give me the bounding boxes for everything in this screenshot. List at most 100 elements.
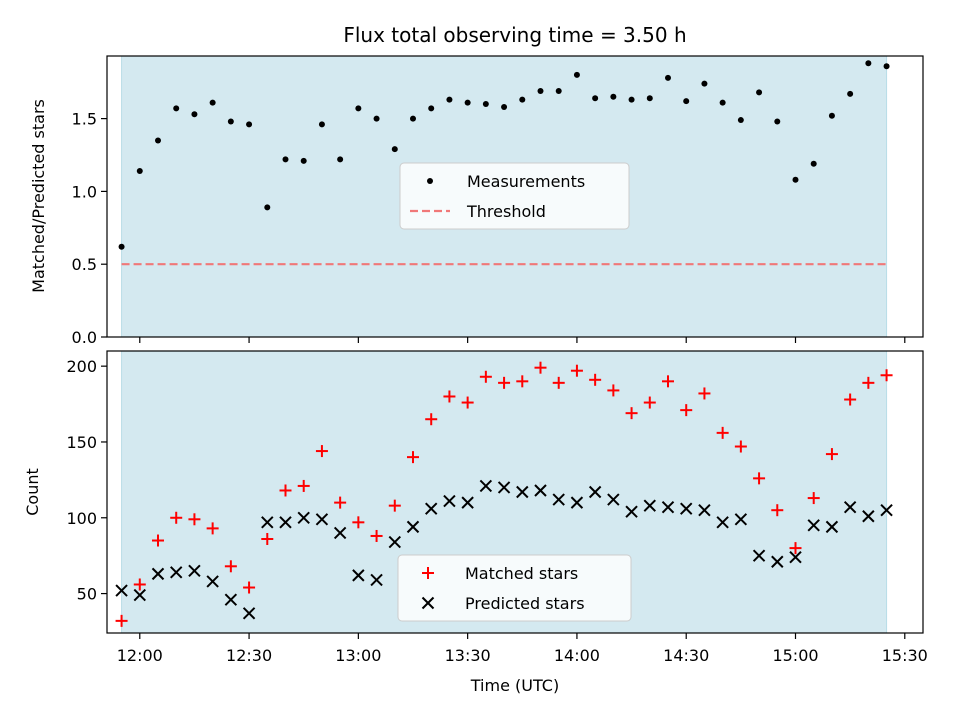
matched-star-marker	[479, 370, 492, 383]
measurement-point	[318, 121, 325, 128]
measurement-point	[501, 103, 508, 110]
predicted-star-marker	[643, 499, 656, 512]
matched-star-marker	[807, 492, 820, 505]
plot-frame	[106, 350, 924, 634]
matched-star-marker	[443, 390, 456, 403]
predicted-star-marker	[843, 500, 857, 514]
predicted-star-marker	[807, 519, 820, 532]
measurement-point	[610, 93, 617, 100]
y-tick-label: 150	[66, 433, 97, 452]
predicted-star-marker	[406, 520, 420, 534]
matched-star-marker	[643, 396, 656, 409]
matched-star-marker	[589, 373, 602, 386]
predicted-star-marker	[133, 588, 146, 602]
predicted-star-marker	[370, 573, 383, 587]
measurement-point	[155, 137, 161, 144]
predicted-star-marker	[880, 503, 893, 517]
matched-star-marker	[370, 529, 383, 542]
measurement-point	[191, 111, 198, 118]
predicted-star-marker	[461, 496, 474, 509]
measurement-point	[391, 146, 398, 153]
measurement-point	[810, 160, 817, 167]
measurement-point	[373, 115, 380, 122]
measurement-point	[428, 105, 435, 112]
y-tick-label: 1.0	[72, 182, 97, 201]
matched-star-marker	[753, 472, 766, 485]
measurement-point	[683, 98, 690, 105]
measurement-point	[592, 95, 599, 102]
predicted-star-marker	[862, 510, 875, 523]
x-tick-label: 13:30	[445, 646, 491, 665]
matched-star-marker	[206, 522, 219, 535]
y-tick-label: 50	[77, 585, 97, 604]
y-tick-label: 0.5	[72, 255, 97, 274]
matched-star-marker	[880, 369, 893, 382]
series-predicted-stars	[115, 479, 893, 620]
predicted-star-marker	[698, 503, 711, 517]
bottom-panel: 50 100 150 200 12:00 12:30 13:00 13:30 14:00 14:3…	[66, 350, 928, 665]
measurement-point	[118, 243, 125, 250]
series-measurements	[118, 60, 890, 250]
matched-star-marker	[224, 560, 237, 573]
measurement-point	[573, 71, 580, 78]
matched-star-marker	[188, 513, 201, 526]
predicted-star-marker	[479, 479, 493, 493]
measurement-point	[173, 105, 180, 112]
measurement-point	[555, 87, 562, 94]
x-tick-label: 13:00	[335, 646, 381, 665]
matched-star-marker	[625, 407, 638, 420]
legend-x-swatch	[421, 596, 435, 610]
measurement-point	[719, 99, 726, 106]
measurement-point	[136, 168, 143, 175]
matched-star-marker	[680, 404, 693, 417]
predicted-star-marker	[570, 496, 584, 509]
bottom-y-axis-label: Count	[23, 468, 42, 516]
measurement-point	[646, 95, 653, 102]
matched-star-marker	[315, 445, 328, 458]
matched-star-marker	[334, 496, 347, 509]
matched-star-marker	[133, 578, 146, 591]
predicted-star-marker	[170, 566, 183, 579]
measurement-point	[792, 176, 799, 183]
x-tick-label: 15:30	[882, 646, 928, 665]
predicted-star-marker	[588, 485, 602, 499]
legend-label: Matched stars	[465, 564, 578, 583]
predicted-star-marker	[716, 516, 729, 529]
legend-label: Threshold	[466, 202, 546, 221]
predicted-star-marker	[333, 526, 347, 540]
measurement-point	[264, 204, 271, 211]
measurement-point	[209, 99, 216, 106]
matched-star-marker	[425, 413, 438, 426]
predicted-star-marker	[352, 569, 365, 582]
matched-star-marker	[716, 426, 729, 439]
measurement-point	[828, 112, 835, 119]
matched-star-marker	[570, 364, 583, 377]
measurement-point	[519, 96, 526, 103]
measurement-point	[246, 121, 253, 128]
matched-star-marker	[844, 393, 857, 406]
matched-star-marker	[170, 511, 183, 524]
matched-star-marker	[698, 387, 711, 400]
measurement-point	[756, 89, 763, 96]
series-matched-stars	[115, 361, 893, 627]
legend-label: Predicted stars	[465, 594, 585, 613]
legend: Matched stars Predicted stars	[397, 554, 632, 622]
measurement-point	[847, 90, 854, 97]
predicted-star-marker	[771, 555, 784, 568]
predicted-star-marker	[625, 505, 638, 518]
matched-star-marker	[662, 375, 674, 388]
measurement-point	[482, 101, 489, 108]
predicted-star-marker	[279, 516, 292, 529]
measurement-point	[355, 105, 362, 112]
predicted-star-marker	[734, 513, 748, 526]
top-panel: 0.0 0.5 1.0 1.5 Measurements Threshold	[72, 55, 924, 347]
legend-dot-swatch	[427, 178, 433, 184]
measurement-point	[410, 115, 416, 122]
matched-star-marker	[297, 479, 310, 492]
x-tick-label: 15:00	[772, 646, 818, 665]
y-tick-label: 100	[66, 509, 97, 528]
matched-star-marker	[607, 384, 620, 397]
legend: Measurements Threshold	[399, 162, 630, 230]
